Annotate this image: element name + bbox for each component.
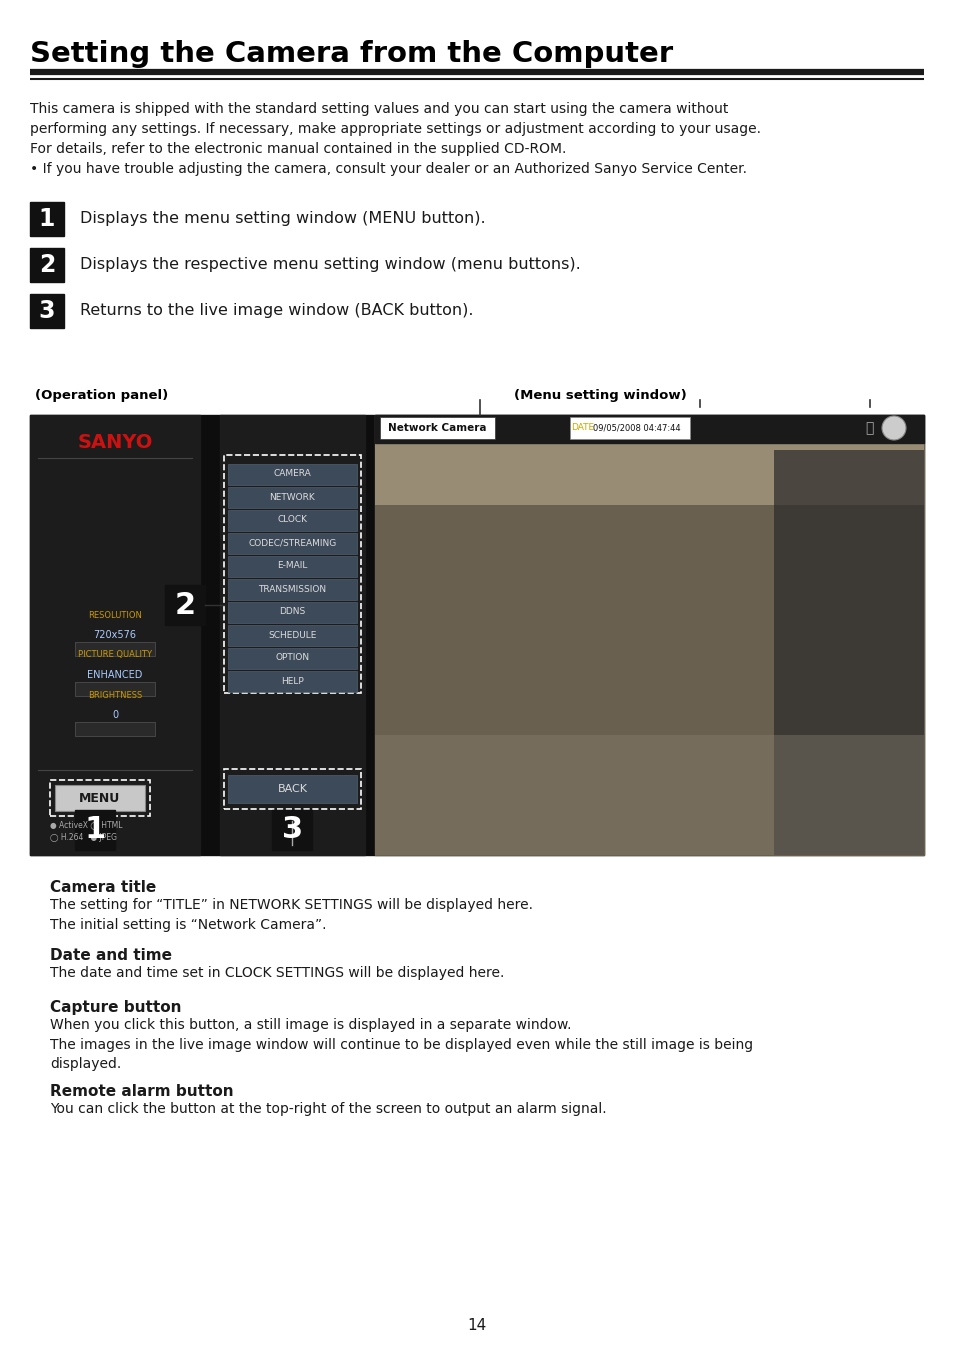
- Text: 3: 3: [282, 816, 303, 844]
- Text: MENU: MENU: [79, 792, 120, 804]
- Text: HELP: HELP: [281, 677, 304, 685]
- Bar: [30, 295, 64, 328]
- Bar: [75, 642, 154, 657]
- Bar: [228, 603, 356, 623]
- Text: Network Camera: Network Camera: [387, 423, 486, 434]
- Bar: [75, 811, 115, 850]
- Text: RESOLUTION: RESOLUTION: [88, 611, 142, 620]
- Bar: [30, 203, 64, 236]
- Text: This camera is shipped with the standard setting values and you can start using : This camera is shipped with the standard…: [30, 101, 760, 176]
- Text: SANYO: SANYO: [77, 434, 152, 453]
- Text: Remote alarm button: Remote alarm button: [50, 1084, 233, 1098]
- Text: PICTURE QUALITY: PICTURE QUALITY: [78, 650, 152, 659]
- Text: BACK: BACK: [277, 784, 307, 794]
- Bar: [375, 415, 923, 855]
- Bar: [273, 811, 313, 850]
- Bar: [228, 775, 356, 802]
- Text: Displays the menu setting window (MENU button).: Displays the menu setting window (MENU b…: [80, 212, 485, 227]
- Text: Camera title: Camera title: [50, 880, 156, 894]
- Text: BRIGHTNESS: BRIGHTNESS: [88, 690, 142, 700]
- Text: 2: 2: [39, 253, 55, 277]
- Text: CODEC/STREAMING: CODEC/STREAMING: [248, 539, 336, 547]
- Text: 📷: 📷: [864, 422, 872, 435]
- Bar: [228, 580, 356, 600]
- Text: (Menu setting window): (Menu setting window): [513, 389, 685, 403]
- Text: 1: 1: [84, 816, 106, 844]
- Bar: [773, 450, 923, 855]
- Text: 2: 2: [174, 590, 195, 620]
- Text: 09/05/2008 04:47:44: 09/05/2008 04:47:44: [593, 423, 679, 432]
- Text: (Operation panel): (Operation panel): [35, 389, 168, 403]
- Text: ● ActiveX ◯ HTML: ● ActiveX ◯ HTML: [50, 820, 122, 830]
- Bar: [375, 435, 923, 505]
- Text: OPTION: OPTION: [275, 654, 309, 662]
- Text: 720x576: 720x576: [93, 630, 136, 640]
- Text: SCHEDULE: SCHEDULE: [268, 631, 316, 639]
- Bar: [55, 785, 145, 811]
- Text: Returns to the live image window (BACK button).: Returns to the live image window (BACK b…: [80, 304, 473, 319]
- Text: ◯ H.264   ● JPEG: ◯ H.264 ● JPEG: [50, 832, 117, 842]
- Bar: [379, 417, 495, 439]
- Text: CAMERA: CAMERA: [274, 470, 311, 478]
- Text: DDNS: DDNS: [279, 608, 305, 616]
- Bar: [228, 486, 356, 508]
- Text: CLOCK: CLOCK: [277, 516, 307, 524]
- Bar: [228, 626, 356, 646]
- Text: Date and time: Date and time: [50, 948, 172, 963]
- Text: TRANSMISSION: TRANSMISSION: [258, 585, 326, 593]
- Bar: [30, 249, 64, 282]
- Text: 14: 14: [467, 1317, 486, 1332]
- Text: The setting for “TITLE” in NETWORK SETTINGS will be displayed here.
The initial : The setting for “TITLE” in NETWORK SETTI…: [50, 898, 533, 931]
- Text: Capture button: Capture button: [50, 1000, 181, 1015]
- Text: When you click this button, a still image is displayed in a separate window.
The: When you click this button, a still imag…: [50, 1019, 752, 1071]
- Bar: [165, 585, 205, 626]
- Bar: [30, 415, 923, 855]
- Text: E-MAIL: E-MAIL: [277, 562, 308, 570]
- Text: ENHANCED: ENHANCED: [88, 670, 143, 680]
- Text: The date and time set in CLOCK SETTINGS will be displayed here.: The date and time set in CLOCK SETTINGS …: [50, 966, 504, 979]
- Bar: [228, 557, 356, 577]
- Bar: [228, 534, 356, 554]
- Text: You can click the button at the top-right of the screen to output an alarm signa: You can click the button at the top-righ…: [50, 1102, 606, 1116]
- Bar: [228, 463, 356, 485]
- Bar: [375, 415, 923, 443]
- Bar: [75, 682, 154, 696]
- Bar: [220, 415, 365, 855]
- Bar: [228, 671, 356, 692]
- Bar: [30, 415, 200, 855]
- Circle shape: [882, 416, 905, 440]
- Text: Displays the respective menu setting window (menu buttons).: Displays the respective menu setting win…: [80, 258, 580, 273]
- Text: NETWORK: NETWORK: [270, 493, 315, 501]
- Text: 3: 3: [39, 299, 55, 323]
- Bar: [75, 721, 154, 736]
- Bar: [228, 648, 356, 669]
- Bar: [228, 509, 356, 531]
- Text: DATE: DATE: [571, 423, 594, 432]
- Text: 1: 1: [39, 207, 55, 231]
- Bar: [375, 735, 923, 855]
- Bar: [569, 417, 689, 439]
- Text: 0: 0: [112, 711, 118, 720]
- Text: Setting the Camera from the Computer: Setting the Camera from the Computer: [30, 41, 673, 68]
